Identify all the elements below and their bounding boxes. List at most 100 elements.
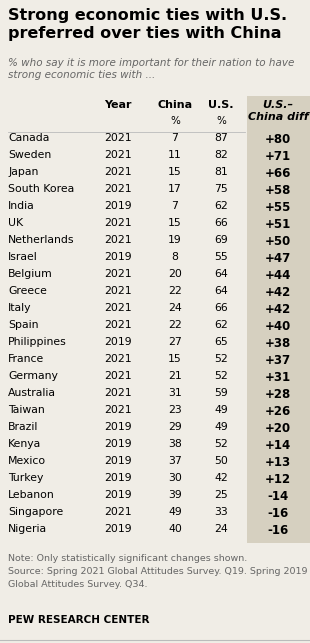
Text: 2019: 2019: [104, 201, 132, 211]
Text: +47: +47: [265, 252, 291, 265]
Text: 2021: 2021: [104, 354, 132, 364]
Text: France: France: [8, 354, 44, 364]
Text: 2021: 2021: [104, 405, 132, 415]
Text: 2019: 2019: [104, 490, 132, 500]
Text: 2019: 2019: [104, 473, 132, 483]
Text: 49: 49: [214, 405, 228, 415]
Text: 52: 52: [214, 371, 228, 381]
Text: 2021: 2021: [104, 133, 132, 143]
Text: 64: 64: [214, 269, 228, 279]
Text: +58: +58: [265, 184, 291, 197]
Text: 2019: 2019: [104, 252, 132, 262]
Text: 20: 20: [168, 269, 182, 279]
Text: Singapore: Singapore: [8, 507, 63, 517]
Text: Mexico: Mexico: [8, 456, 46, 466]
Text: +50: +50: [265, 235, 291, 248]
Text: Brazil: Brazil: [8, 422, 38, 432]
Text: +12: +12: [265, 473, 291, 486]
Text: 2021: 2021: [104, 269, 132, 279]
Text: U.S.: U.S.: [208, 100, 234, 110]
Text: +40: +40: [265, 320, 291, 333]
Text: 19: 19: [168, 235, 182, 245]
Text: +42: +42: [265, 286, 291, 299]
Text: 59: 59: [214, 388, 228, 398]
Text: Kenya: Kenya: [8, 439, 41, 449]
Text: China: China: [157, 100, 193, 110]
Text: 42: 42: [214, 473, 228, 483]
Text: +51: +51: [265, 218, 291, 231]
Text: 52: 52: [214, 439, 228, 449]
Text: +20: +20: [265, 422, 291, 435]
Text: 52: 52: [214, 354, 228, 364]
Text: 2019: 2019: [104, 524, 132, 534]
Text: Sweden: Sweden: [8, 150, 51, 160]
Text: 15: 15: [168, 167, 182, 177]
Text: Strong economic ties with U.S.
preferred over ties with China: Strong economic ties with U.S. preferred…: [8, 8, 287, 41]
Text: 37: 37: [168, 456, 182, 466]
Text: 11: 11: [168, 150, 182, 160]
Text: Canada: Canada: [8, 133, 49, 143]
Text: +66: +66: [265, 167, 291, 180]
Text: Year: Year: [104, 100, 132, 110]
Text: 24: 24: [168, 303, 182, 313]
Text: 2021: 2021: [104, 218, 132, 228]
Text: +28: +28: [265, 388, 291, 401]
Text: -16: -16: [267, 524, 289, 537]
Text: +38: +38: [265, 337, 291, 350]
Text: 2021: 2021: [104, 167, 132, 177]
Text: 69: 69: [214, 235, 228, 245]
Text: -14: -14: [267, 490, 289, 503]
Text: 27: 27: [168, 337, 182, 347]
Text: South Korea: South Korea: [8, 184, 74, 194]
Text: 87: 87: [214, 133, 228, 143]
Text: 2021: 2021: [104, 303, 132, 313]
Text: 55: 55: [214, 252, 228, 262]
Text: +14: +14: [265, 439, 291, 452]
Text: +37: +37: [265, 354, 291, 367]
Text: Greece: Greece: [8, 286, 47, 296]
Text: Lebanon: Lebanon: [8, 490, 55, 500]
Text: Note: Only statistically significant changes shown.: Note: Only statistically significant cha…: [8, 554, 247, 563]
Text: 40: 40: [168, 524, 182, 534]
Text: 33: 33: [214, 507, 228, 517]
Text: 2021: 2021: [104, 286, 132, 296]
Text: Israel: Israel: [8, 252, 38, 262]
Text: 15: 15: [168, 354, 182, 364]
Text: 7: 7: [171, 133, 179, 143]
Text: 81: 81: [214, 167, 228, 177]
Text: Turkey: Turkey: [8, 473, 43, 483]
Text: 62: 62: [214, 201, 228, 211]
Text: 31: 31: [168, 388, 182, 398]
Text: 7: 7: [171, 201, 179, 211]
Text: 2021: 2021: [104, 235, 132, 245]
Text: 39: 39: [168, 490, 182, 500]
Text: 22: 22: [168, 320, 182, 330]
Text: 8: 8: [171, 252, 179, 262]
Text: 2021: 2021: [104, 388, 132, 398]
Text: %: %: [170, 116, 180, 126]
Text: Source: Spring 2021 Global Attitudes Survey. Q19. Spring 2019: Source: Spring 2021 Global Attitudes Sur…: [8, 567, 308, 576]
Text: 2019: 2019: [104, 422, 132, 432]
Text: 2021: 2021: [104, 184, 132, 194]
Bar: [247, 96, 310, 543]
Text: Japan: Japan: [8, 167, 38, 177]
Text: 2019: 2019: [104, 439, 132, 449]
Text: Spain: Spain: [8, 320, 38, 330]
Text: +42: +42: [265, 303, 291, 316]
Text: 66: 66: [214, 218, 228, 228]
Text: 66: 66: [214, 303, 228, 313]
Text: 65: 65: [214, 337, 228, 347]
Text: Italy: Italy: [8, 303, 32, 313]
Text: Philippines: Philippines: [8, 337, 67, 347]
Text: UK: UK: [8, 218, 23, 228]
Text: 30: 30: [168, 473, 182, 483]
Text: 49: 49: [168, 507, 182, 517]
Text: 2019: 2019: [104, 337, 132, 347]
Text: 2021: 2021: [104, 150, 132, 160]
Text: 15: 15: [168, 218, 182, 228]
Text: Netherlands: Netherlands: [8, 235, 74, 245]
Text: Belgium: Belgium: [8, 269, 53, 279]
Text: 2021: 2021: [104, 320, 132, 330]
Text: 64: 64: [214, 286, 228, 296]
Text: +44: +44: [265, 269, 291, 282]
